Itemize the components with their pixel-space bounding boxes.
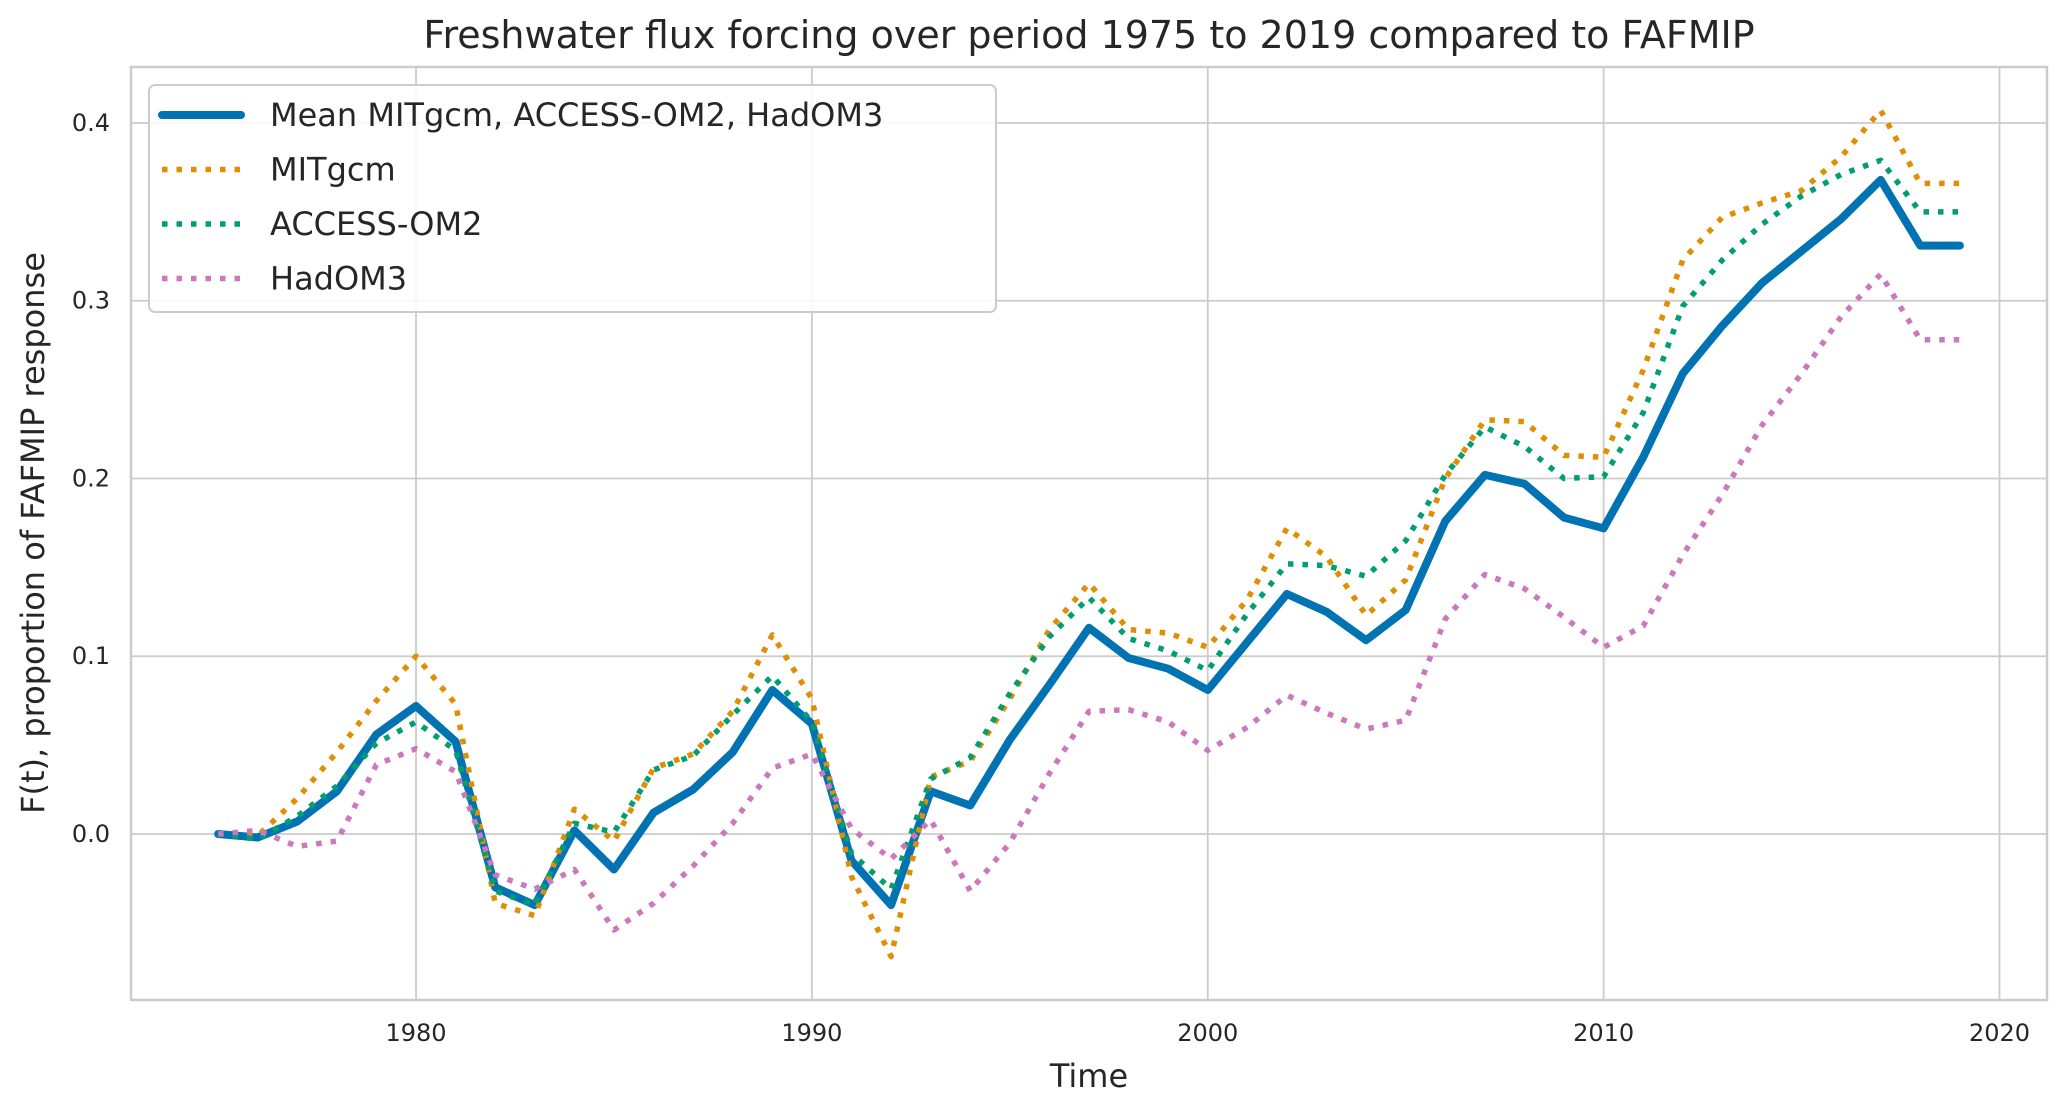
legend-item: ACCESS-OM2: [162, 205, 482, 243]
y-tick-label: 0.4: [72, 109, 110, 137]
x-tick-labels: 1980 1990 2000 2010 2020: [385, 1019, 2030, 1047]
legend-label: ACCESS-OM2: [270, 205, 482, 243]
y-tick-label: 0.0: [72, 820, 110, 848]
x-tick-label: 2020: [1969, 1019, 2030, 1047]
legend: Mean MITgcm, ACCESS-OM2, HadOM3 MITgcm ACC…: [148, 84, 997, 313]
y-tick-label: 0.3: [72, 287, 110, 315]
legend-item: HadOM3: [162, 260, 407, 298]
legend-item: Mean MITgcm, ACCESS-OM2, HadOM3: [158, 96, 883, 134]
legend-box: [148, 84, 997, 313]
x-tick-label: 2010: [1573, 1019, 1634, 1047]
chart-title: Freshwater flux forcing over period 1975…: [423, 13, 1754, 57]
y-tick-label: 0.1: [72, 642, 110, 670]
y-tick-labels: 0.0 0.1 0.2 0.3 0.4: [72, 109, 110, 848]
y-tick-label: 0.2: [72, 464, 110, 492]
x-tick-label: 1980: [385, 1019, 446, 1047]
x-tick-label: 2000: [1177, 1019, 1238, 1047]
axes-frame: [129, 65, 2049, 1002]
legend-label: HadOM3: [270, 260, 407, 298]
legend-label: MITgcm: [270, 151, 396, 189]
series-line-mean-mitgcm-access-om2-hadom3: [214, 175, 1964, 910]
x-axis-label: Time: [1049, 1057, 1128, 1095]
series-line-hadom3: [217, 271, 1960, 933]
legend-label: Mean MITgcm, ACCESS-OM2, HadOM3: [270, 96, 883, 134]
series-layer: [214, 107, 1964, 960]
legend-item: MITgcm: [162, 151, 396, 189]
y-axis-label: F(t), proportion of FAFMIP response: [14, 252, 52, 814]
x-tick-label: 1990: [781, 1019, 842, 1047]
